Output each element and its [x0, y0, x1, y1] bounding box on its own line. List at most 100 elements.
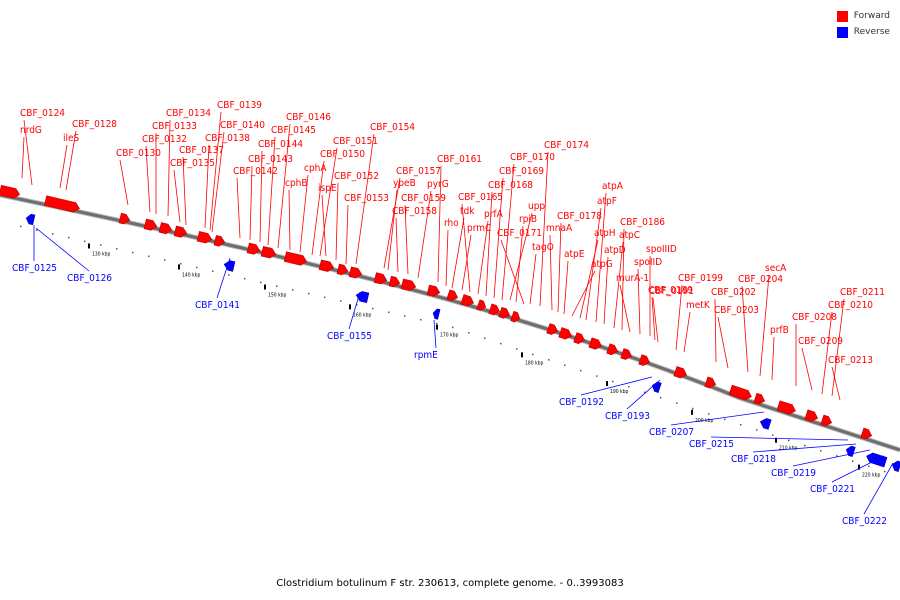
forward-label-prfb: prfB	[770, 325, 789, 336]
reverse-gene-3	[432, 308, 441, 320]
leader-ispe	[321, 194, 327, 257]
reverse-label-cbf-0192: CBF_0192	[559, 397, 604, 408]
leader-tdk	[451, 217, 465, 289]
leader-cbf-0202	[714, 298, 717, 363]
leader-rpme	[433, 319, 437, 349]
minor-tick	[436, 322, 438, 325]
major-tick	[691, 409, 693, 415]
leader-cbf-0178	[557, 222, 562, 313]
reverse-label-cbf-0193: CBF_0193	[605, 411, 650, 422]
forward-gene-32	[704, 376, 717, 389]
minor-tick	[516, 348, 518, 350]
forward-label-cbf-0137: CBF_0137	[179, 145, 224, 156]
minor-tick	[340, 300, 342, 302]
leader-cbf-0157	[383, 177, 401, 269]
forward-gene-13	[348, 266, 363, 279]
minor-tick	[292, 289, 294, 291]
legend-reverse: Reverse	[836, 24, 890, 40]
forward-gene-9	[260, 246, 277, 259]
minor-tick	[68, 236, 70, 239]
minor-tick	[612, 380, 614, 383]
minor-tick	[532, 353, 534, 356]
minor-tick	[500, 342, 502, 345]
leader-cbf-0165	[461, 203, 471, 293]
minor-tick	[724, 418, 726, 421]
leader-cbf-0189	[651, 296, 656, 341]
axis-tick-label: 180 kbp	[525, 360, 543, 366]
leader-nrdg	[21, 136, 25, 179]
forward-label-cbf-0159: CBF_0159	[401, 193, 446, 204]
forward-gene-12	[336, 263, 349, 276]
minor-tick	[836, 455, 838, 457]
axis-tick-label: 170 kbp	[440, 333, 458, 339]
reverse-label-cbf-0219: CBF_0219	[771, 468, 816, 479]
forward-label-cbf-0135: CBF_0135	[170, 158, 215, 169]
minor-tick	[452, 326, 454, 329]
forward-gene-10	[283, 251, 308, 266]
leader-cpha	[299, 174, 309, 253]
forward-label-cbf-0171: CBF_0171	[497, 228, 542, 239]
forward-label-cbf-0213: CBF_0213	[828, 355, 873, 366]
axis-tick-label: 130 kbp	[92, 251, 110, 257]
forward-gene-14	[373, 272, 388, 285]
forward-gene-37	[820, 414, 833, 427]
reverse-gene-1	[223, 260, 236, 272]
forward-label-mura-1: murA-1	[616, 273, 649, 284]
minor-tick	[420, 319, 422, 321]
forward-label-cbf-0128: CBF_0128	[72, 119, 117, 130]
forward-label-cbf-0204: CBF_0204	[738, 274, 783, 285]
axis-tick-label: 210 kbp	[779, 446, 797, 452]
forward-label-cbf-0124: CBF_0124	[20, 108, 65, 119]
forward-label-cbf-0152: CBF_0152	[334, 171, 379, 182]
forward-gene-22	[498, 306, 511, 319]
forward-gene-30	[638, 354, 651, 366]
forward-gene-27	[588, 337, 603, 350]
major-tick	[436, 324, 438, 330]
reverse-label-cbf-0218: CBF_0218	[731, 454, 776, 465]
leader-cbf-0168	[485, 191, 493, 297]
leader-cbf-0142	[236, 177, 241, 239]
leader-cbf-0130	[119, 159, 129, 206]
leader-atpc	[613, 241, 624, 329]
forward-gene-21	[488, 303, 501, 316]
leader-cbf-0191	[652, 297, 659, 343]
leader-seca	[759, 274, 770, 377]
forward-label-cbf-0210: CBF_0210	[828, 300, 873, 311]
forward-label-cbf-0143: CBF_0143	[248, 154, 293, 165]
axis-tick-label: 150 kbp	[268, 293, 286, 299]
forward-label-mnaa: mnaA	[546, 223, 573, 234]
leader-cbf-0137	[182, 156, 187, 226]
minor-tick	[596, 375, 598, 377]
minor-tick	[820, 450, 822, 452]
major-tick	[775, 437, 777, 443]
forward-label-spoiid: spoIID	[634, 257, 662, 268]
minor-tick	[100, 244, 102, 246]
forward-label-spoiiid: spoIIID	[646, 244, 677, 255]
forward-label-atpc: atpC	[619, 230, 640, 241]
leader-prmc	[461, 234, 472, 291]
leader-atpe	[563, 260, 569, 315]
forward-gene-35	[776, 400, 796, 415]
forward-label-prfa: prfA	[484, 209, 504, 220]
leader-cbf-0210	[821, 311, 833, 395]
reverse-gene-0	[25, 213, 36, 226]
forward-gene-36	[804, 409, 819, 422]
legend-forward-label: Forward	[853, 11, 890, 21]
forward-gene-4	[158, 222, 173, 235]
minor-tick	[228, 274, 230, 276]
minor-tick	[84, 240, 86, 243]
forward-label-iles: ileS	[63, 133, 80, 144]
forward-label-atpe: atpE	[564, 249, 585, 260]
reverse-label-cbf-0221: CBF_0221	[810, 484, 855, 495]
leader-rpib	[515, 225, 524, 303]
reverse-label-cbf-0125: CBF_0125	[12, 263, 57, 274]
leader-cbf-0213	[831, 366, 841, 401]
minor-tick	[116, 248, 118, 250]
forward-gene-23	[510, 310, 521, 323]
minor-tick	[196, 266, 198, 269]
leader-cbf-0139	[209, 111, 222, 231]
forward-gene-11	[318, 259, 335, 272]
leader-metk	[683, 311, 691, 353]
minor-tick	[564, 364, 566, 367]
